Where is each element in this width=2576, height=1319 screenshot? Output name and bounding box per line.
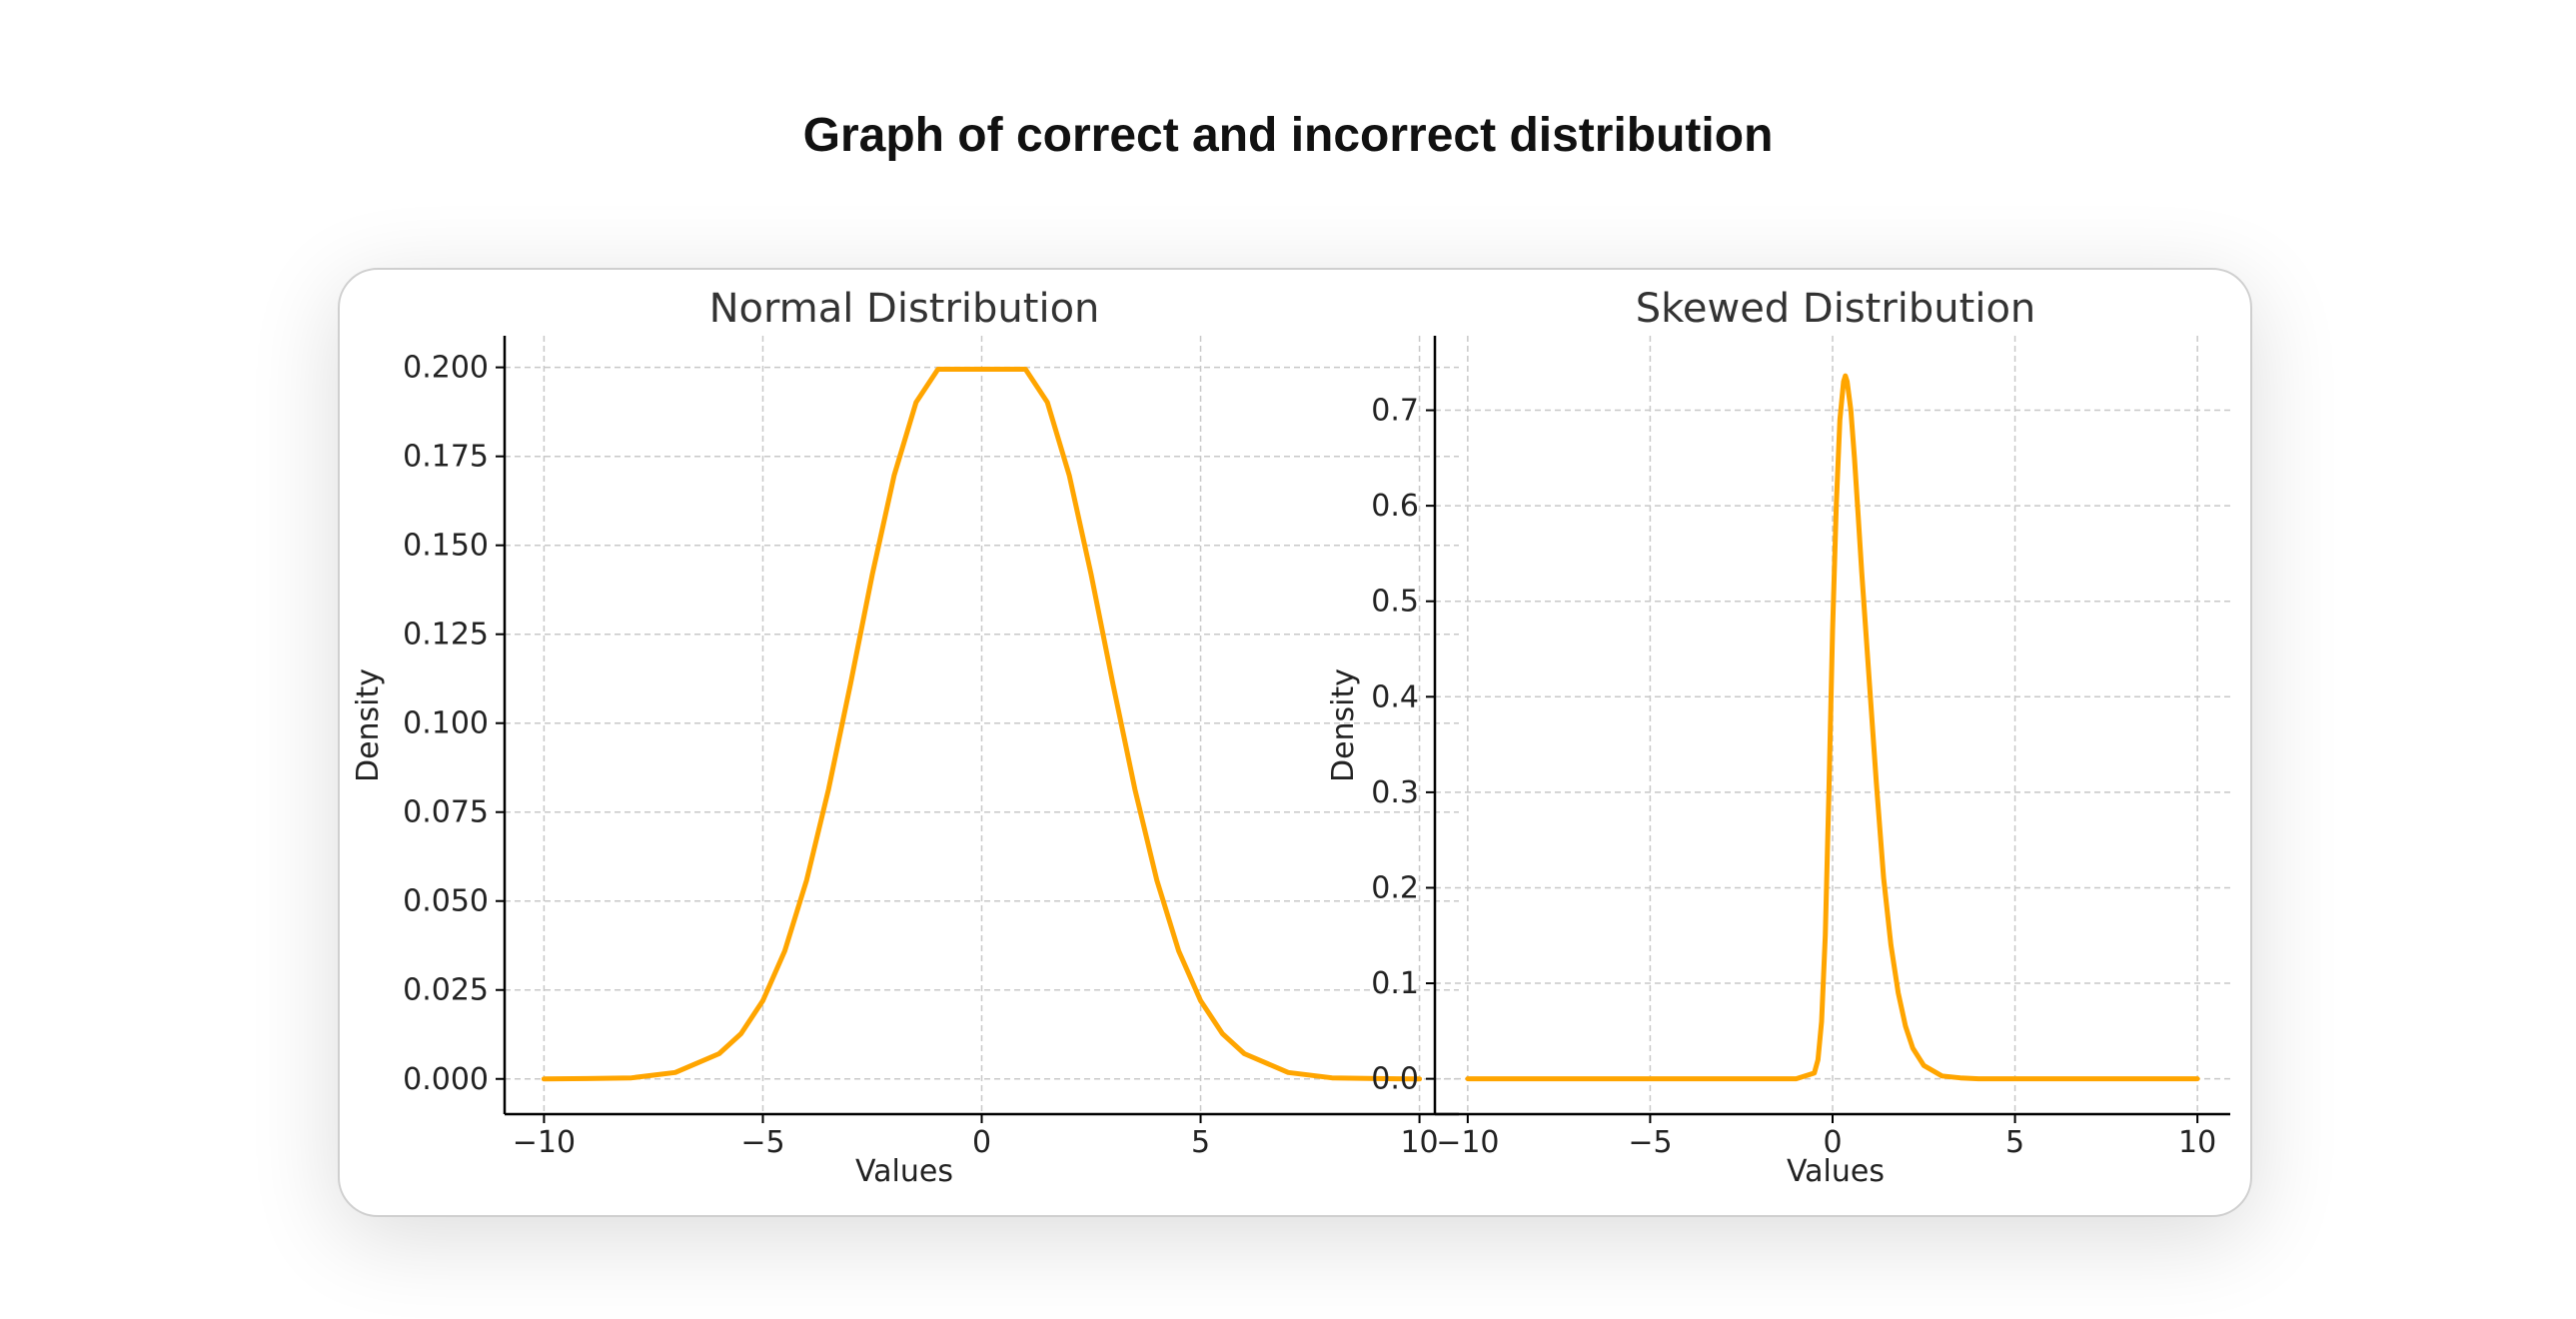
y-tick-label: 0.150 <box>403 529 489 564</box>
charts-canvas: Normal Distribution −10 −5 0 5 10 0.000 0.025 0… <box>351 286 2230 1189</box>
x-axis-label: Values <box>855 1154 953 1189</box>
y-tick-label: 0.0 <box>1371 1062 1419 1097</box>
chart-title: Normal Distribution <box>709 286 1100 332</box>
x-tick-label: 5 <box>2005 1125 2024 1160</box>
y-tick-label: 0.025 <box>403 973 489 1008</box>
y-tick-label: 0.4 <box>1371 679 1419 714</box>
chart-skewed: Skewed Distribution −10 −5 0 5 10 0.0 0.1 0.2 0.… <box>1326 286 2230 1189</box>
tick-labels: −10 −5 0 5 10 0.000 0.025 0.050 0.075 0.100 0.125 0… <box>403 351 1439 1160</box>
x-tick-label: 10 <box>2178 1125 2216 1160</box>
y-tick-label: 0.050 <box>403 884 489 919</box>
y-tick-label: 0.6 <box>1371 489 1419 524</box>
x-axis-label: Values <box>1787 1154 1885 1189</box>
y-tick-label: 0.175 <box>403 440 489 475</box>
density-curve <box>1465 373 2200 1082</box>
y-tick-label: 0.200 <box>403 351 489 386</box>
axes <box>1426 336 2230 1123</box>
x-tick-label: 10 <box>1400 1125 1438 1160</box>
y-tick-label: 0.125 <box>403 618 489 653</box>
x-tick-label: 0 <box>972 1125 991 1160</box>
y-axis-label: Density <box>351 668 386 782</box>
y-tick-label: 0.5 <box>1371 585 1419 620</box>
tick-labels: −10 −5 0 5 10 0.0 0.1 0.2 0.3 0.4 0.5 0.6 0.7 <box>1371 394 2216 1160</box>
y-tick-label: 0.3 <box>1371 775 1419 810</box>
chart-title: Skewed Distribution <box>1636 286 2036 332</box>
x-tick-label: 5 <box>1191 1125 1210 1160</box>
y-tick-label: 0.1 <box>1371 966 1419 1001</box>
density-curve <box>541 367 1423 1082</box>
x-tick-label: −10 <box>513 1125 576 1160</box>
curve-layer <box>541 367 1423 1082</box>
grid-lines <box>505 336 1459 1114</box>
page-title: Graph of correct and incorrect distribut… <box>802 109 1774 162</box>
y-tick-label: 0.2 <box>1371 870 1419 905</box>
chart-card: Normal Distribution −10 −5 0 5 10 0.000 0.025 0… <box>338 268 2252 1217</box>
y-tick-label: 0.7 <box>1371 394 1419 429</box>
curve-layer <box>1465 373 2200 1082</box>
x-tick-label: −5 <box>740 1125 784 1160</box>
y-axis-label: Density <box>1326 668 1361 782</box>
x-tick-label: 0 <box>1823 1125 1842 1160</box>
x-tick-label: −10 <box>1436 1125 1499 1160</box>
chart-normal: Normal Distribution −10 −5 0 5 10 0.000 0.025 0… <box>351 286 1459 1189</box>
axes <box>496 336 1459 1123</box>
x-tick-label: −5 <box>1628 1125 1672 1160</box>
y-tick-label: 0.075 <box>403 795 489 830</box>
y-tick-label: 0.000 <box>403 1062 489 1097</box>
y-tick-label: 0.100 <box>403 706 489 741</box>
